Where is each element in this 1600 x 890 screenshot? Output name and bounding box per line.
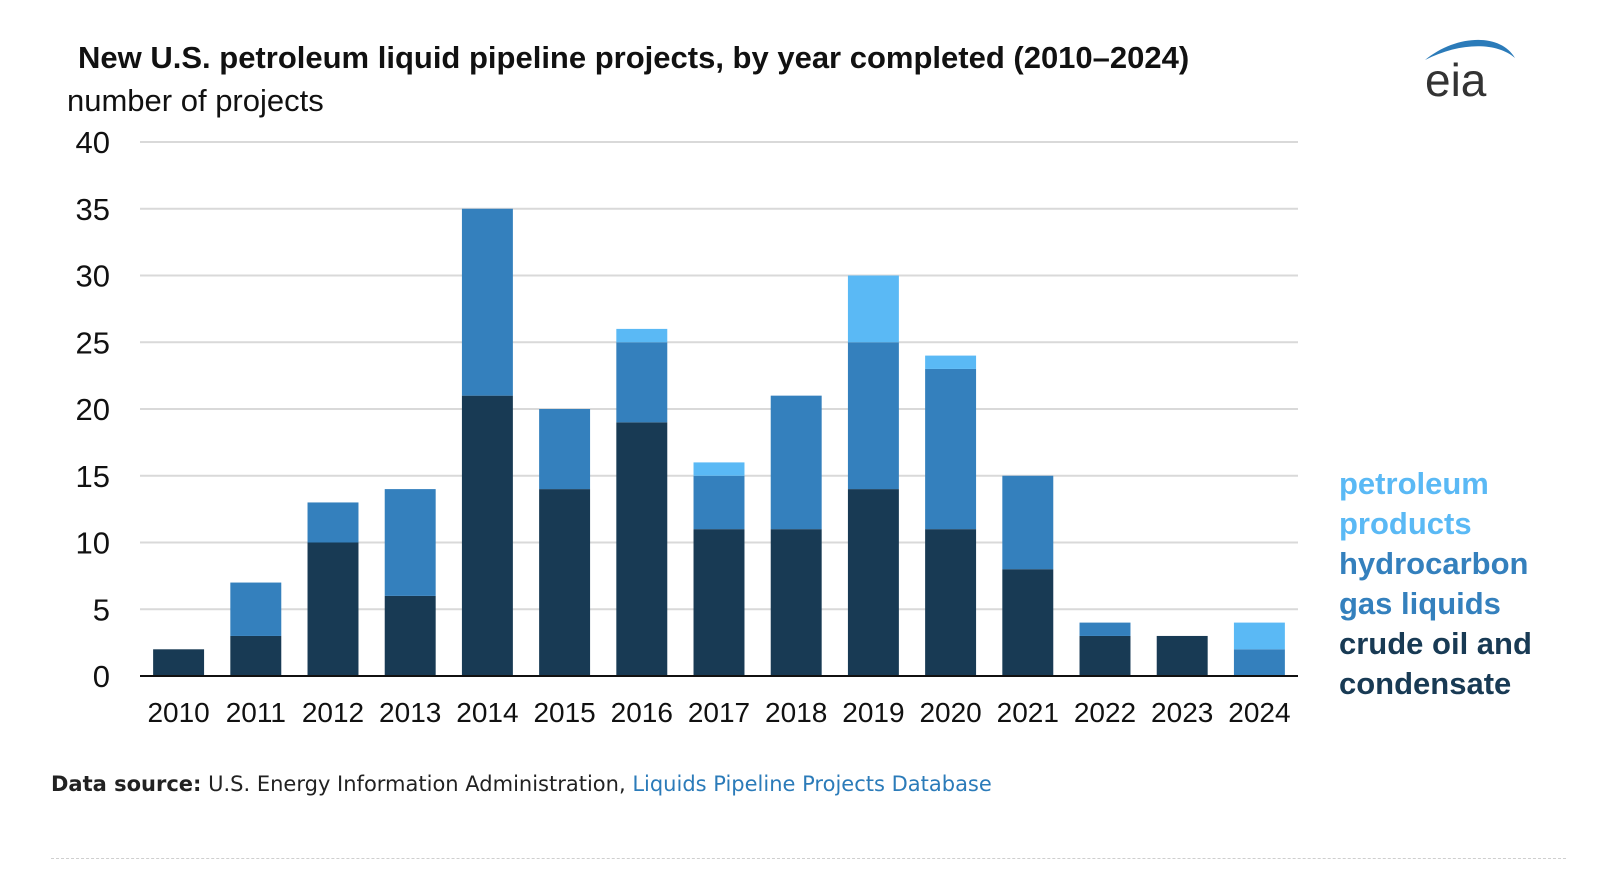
- bar-2020-crude-oil-and-condensate: [925, 529, 977, 676]
- bar-2016-petroleum-products: [616, 328, 668, 343]
- bar-2019-crude-oil-and-condensate: [847, 489, 899, 676]
- y-axis-ticks: 0 5 10 15 20 25 30 35 40: [76, 125, 110, 694]
- x-tick-label: 2010: [147, 697, 209, 728]
- eia-logo-text: eia: [1425, 54, 1487, 106]
- bar-2016-crude-oil-and-condensate: [616, 422, 668, 676]
- x-tick-label: 2022: [1074, 697, 1136, 728]
- x-tick-label: 2017: [688, 697, 750, 728]
- x-tick-label: 2019: [842, 697, 904, 728]
- data-source-text: U.S. Energy Information Administration,: [201, 772, 633, 796]
- bar-2013-hydrocarbon-gas-liquids: [384, 489, 436, 596]
- x-tick-label: 2014: [456, 697, 518, 728]
- data-source-note: Data source: U.S. Energy Information Adm…: [51, 772, 992, 796]
- x-tick-label: 2016: [611, 697, 673, 728]
- bar-2017-hydrocarbon-gas-liquids: [693, 475, 745, 530]
- chart-title: New U.S. petroleum liquid pipeline proje…: [78, 40, 1190, 75]
- bars: [153, 208, 1285, 676]
- x-tick-label: 2015: [533, 697, 595, 728]
- data-source-label: Data source:: [51, 772, 202, 796]
- eia-logo[interactable]: eia: [1425, 30, 1545, 110]
- bar-2022-crude-oil-and-condensate: [1079, 635, 1131, 676]
- bar-2015-hydrocarbon-gas-liquids: [539, 409, 591, 490]
- x-tick-label: 2012: [302, 697, 364, 728]
- bar-2024-hydrocarbon-gas-liquids: [1233, 649, 1285, 676]
- bar-2021-crude-oil-and-condensate: [1002, 569, 1054, 676]
- legend-item-petroleum-products: petroleum products: [1339, 466, 1489, 541]
- x-tick-label: 2020: [919, 697, 981, 728]
- bar-2016-hydrocarbon-gas-liquids: [616, 342, 668, 423]
- bar-2012-crude-oil-and-condensate: [307, 542, 359, 676]
- bar-2024-petroleum-products: [1233, 622, 1285, 650]
- legend-item-crude-oil-and-condensate: crude oil and condensate: [1339, 626, 1532, 701]
- data-source-link[interactable]: Liquids Pipeline Projects Database: [632, 772, 992, 796]
- bar-2019-hydrocarbon-gas-liquids: [847, 342, 899, 490]
- x-tick-label: 2021: [997, 697, 1059, 728]
- legend: petroleum products hydrocarbon gas liqui…: [1339, 464, 1579, 704]
- footer-divider: [51, 858, 1566, 859]
- bar-2022-hydrocarbon-gas-liquids: [1079, 622, 1131, 636]
- y-tick-label: 0: [93, 659, 110, 694]
- y-tick-label: 15: [76, 459, 110, 494]
- bar-2012-hydrocarbon-gas-liquids: [307, 502, 359, 543]
- x-tick-label: 2011: [226, 697, 286, 728]
- x-tick-label: 2013: [379, 697, 441, 728]
- x-axis-ticks: 2010 2011 2012 2013 2014 2015 2016 2017 2018 2019…: [147, 697, 1290, 728]
- y-tick-label: 40: [76, 125, 110, 160]
- x-tick-label: 2024: [1228, 697, 1290, 728]
- x-tick-label: 2018: [765, 697, 827, 728]
- y-tick-label: 5: [93, 592, 110, 627]
- bar-2011-crude-oil-and-condensate: [230, 635, 282, 676]
- bar-2018-hydrocarbon-gas-liquids: [770, 395, 822, 530]
- bar-2010-crude-oil-and-condensate: [153, 649, 205, 676]
- bar-2017-crude-oil-and-condensate: [693, 529, 745, 676]
- y-tick-label: 30: [76, 259, 110, 294]
- y-tick-label: 35: [76, 192, 110, 227]
- bar-2020-hydrocarbon-gas-liquids: [925, 368, 977, 530]
- legend-item-hydrocarbon-gas-liquids: hydrocarbon gas liquids: [1339, 546, 1529, 621]
- bar-2019-petroleum-products: [847, 275, 899, 343]
- bar-2023-crude-oil-and-condensate: [1156, 635, 1208, 676]
- bar-2021-hydrocarbon-gas-liquids: [1002, 475, 1054, 570]
- bar-2014-hydrocarbon-gas-liquids: [461, 208, 513, 396]
- y-tick-label: 10: [76, 526, 110, 561]
- bar-2017-petroleum-products: [693, 462, 745, 476]
- y-tick-label: 25: [76, 325, 110, 360]
- bar-2020-petroleum-products: [925, 355, 977, 369]
- y-tick-label: 20: [76, 392, 110, 427]
- bar-2014-crude-oil-and-condensate: [461, 395, 513, 676]
- bar-2018-crude-oil-and-condensate: [770, 529, 822, 676]
- x-tick-label: 2023: [1151, 697, 1213, 728]
- bar-2013-crude-oil-and-condensate: [384, 595, 436, 676]
- eia-logo-swoosh-icon: [1425, 39, 1515, 60]
- y-axis-label: number of projects: [67, 83, 324, 118]
- bar-2015-crude-oil-and-condensate: [539, 489, 591, 676]
- bar-2011-hydrocarbon-gas-liquids: [230, 582, 282, 636]
